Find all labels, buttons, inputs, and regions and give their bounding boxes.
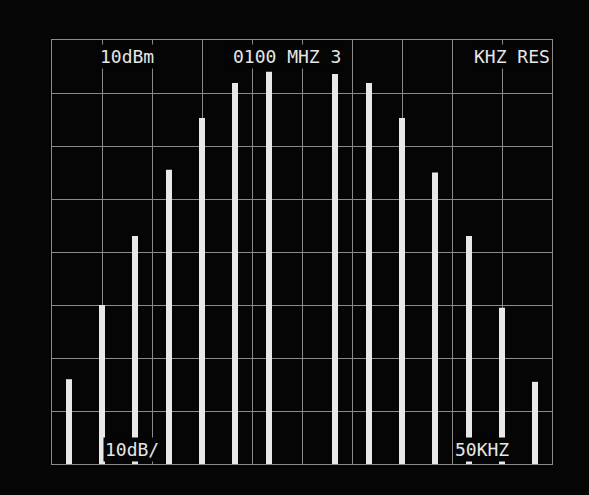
svg-text:0100 MHZ 3: 0100 MHZ 3 (233, 46, 341, 67)
svg-text:KHZ RES: KHZ RES (474, 46, 550, 67)
svg-text:10dB/: 10dB/ (105, 439, 159, 460)
svg-text:50KHZ: 50KHZ (455, 439, 509, 460)
svg-text:10dBm: 10dBm (100, 46, 154, 67)
